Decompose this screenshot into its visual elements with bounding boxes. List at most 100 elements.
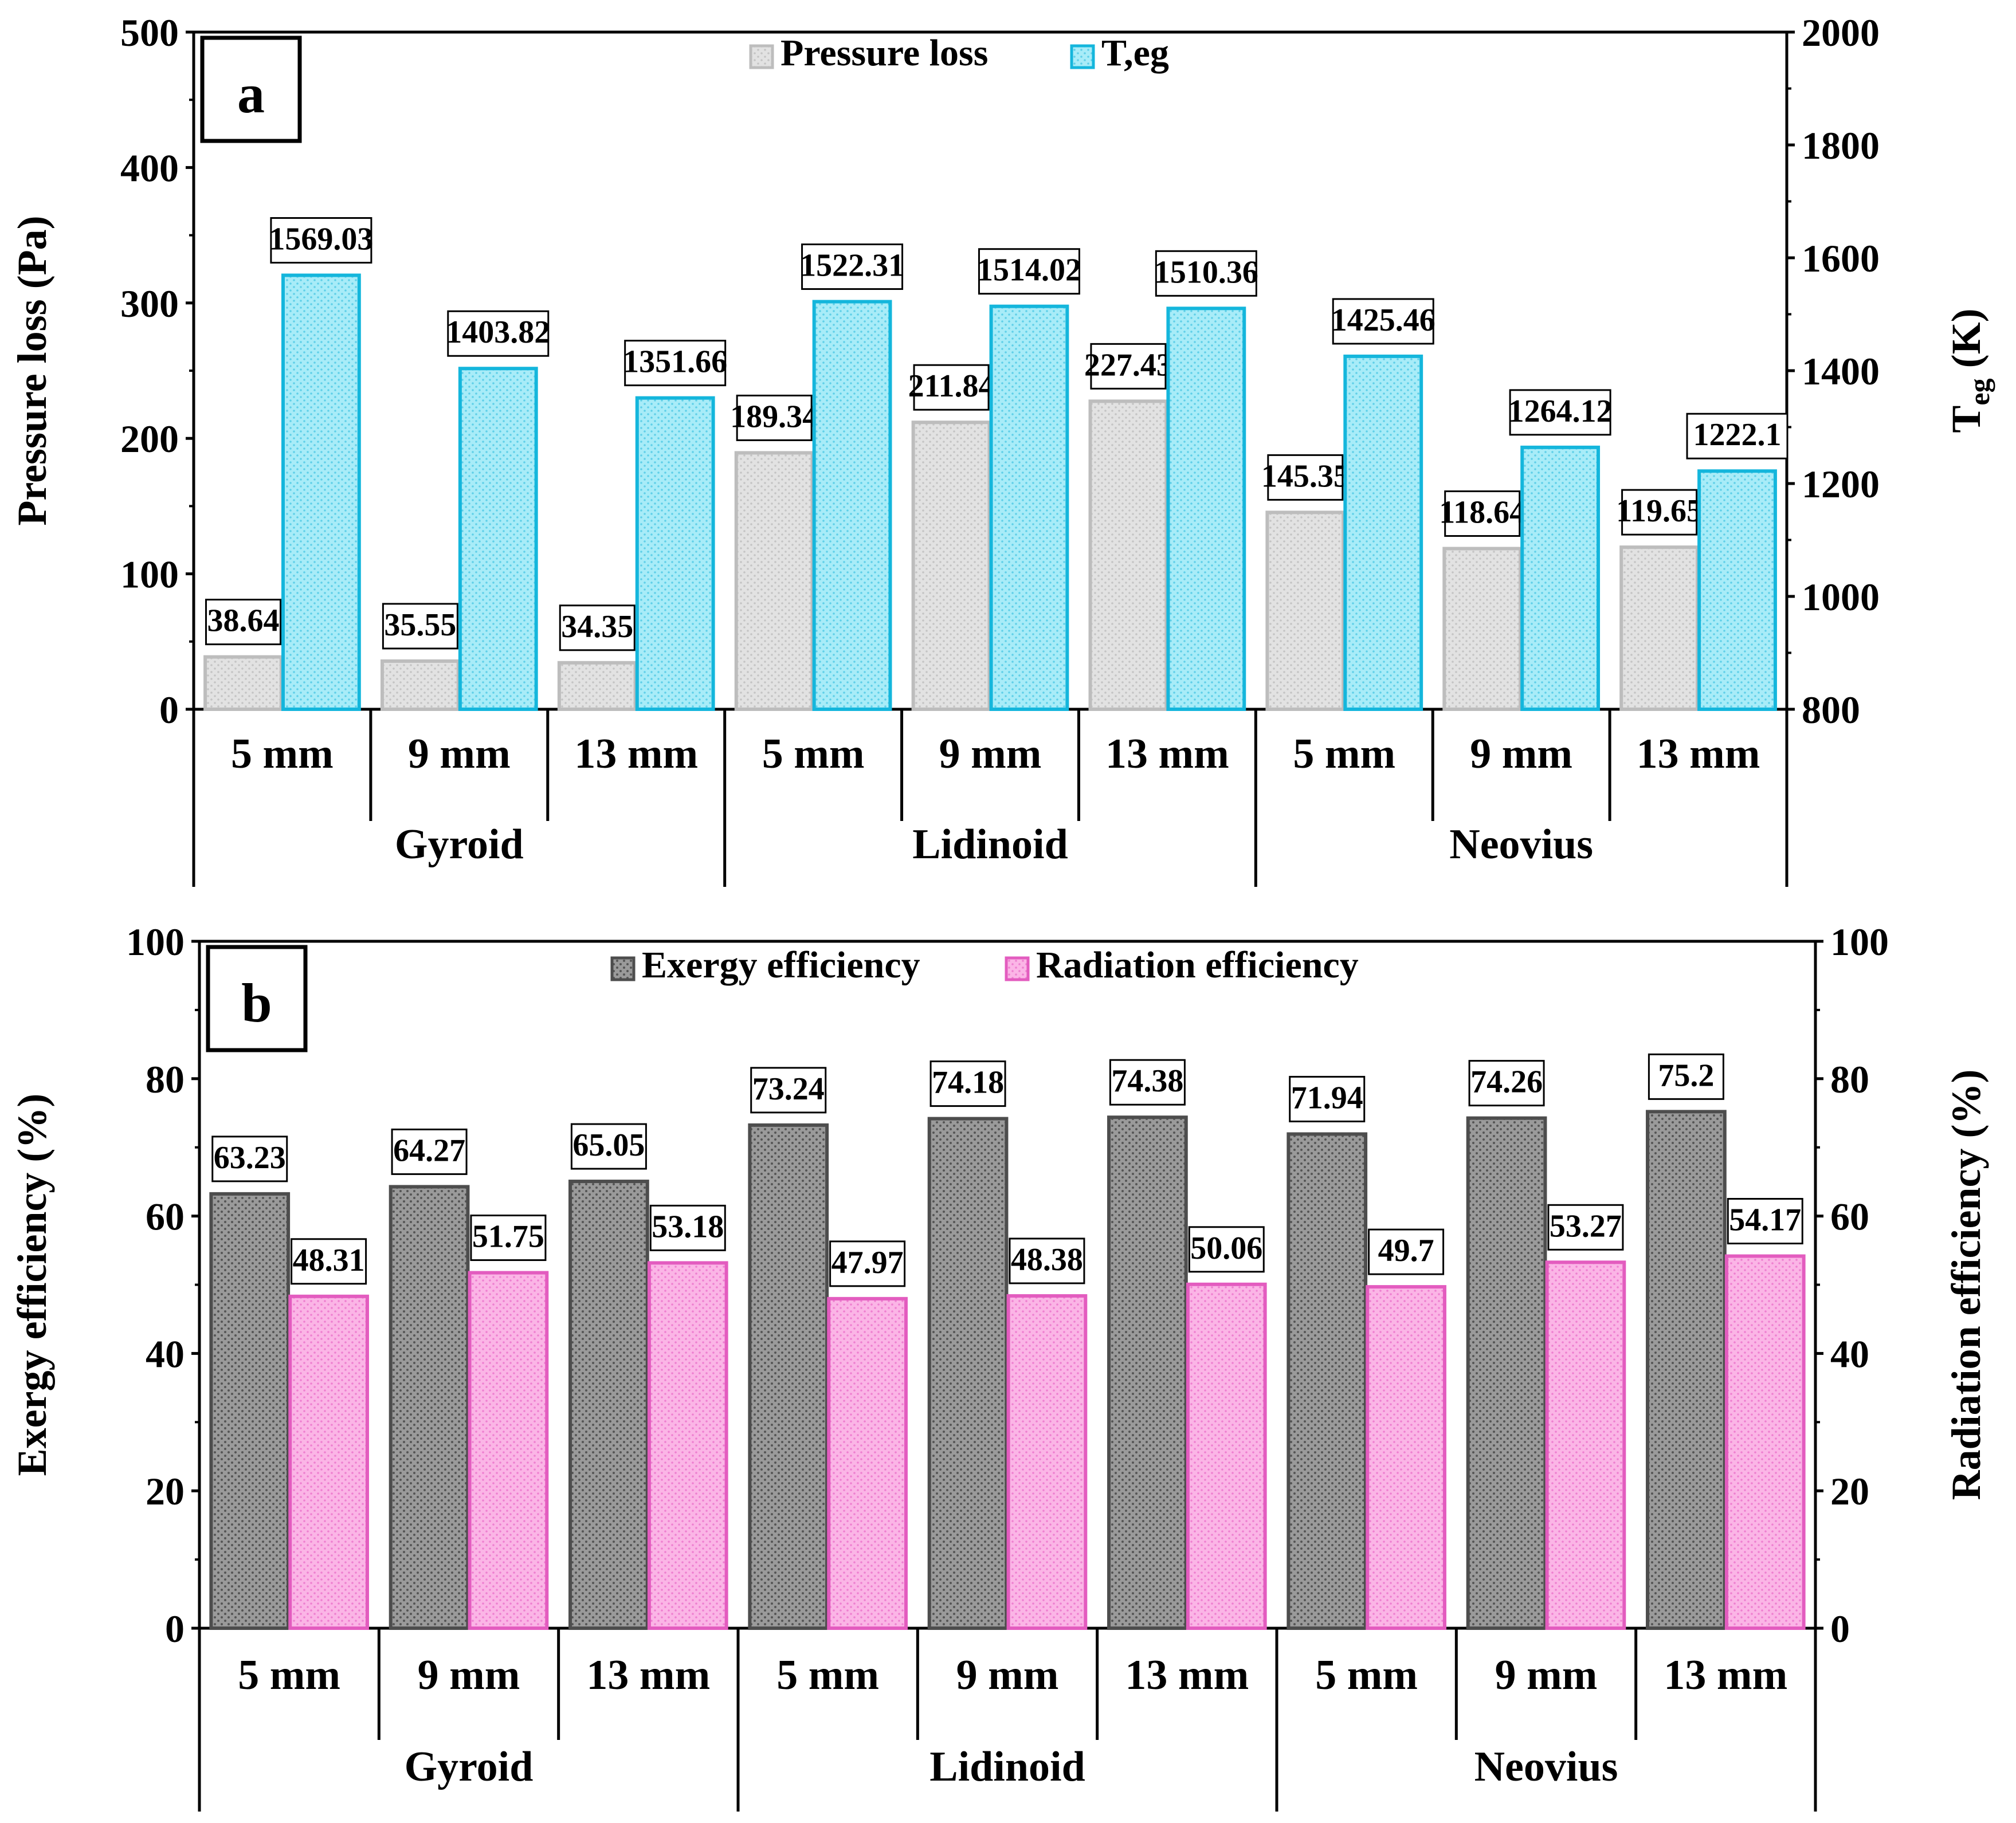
bar-exergy-efficiency: [209, 1192, 291, 1630]
data-label-box: [1444, 490, 1521, 537]
left-axis-title: Exergy efficiency (%): [9, 1094, 55, 1476]
data-label-box: [470, 1215, 547, 1262]
data-label-box: [1009, 1237, 1085, 1284]
category-label: 9 mm: [408, 730, 511, 777]
data-label-box: [1648, 1053, 1724, 1100]
data-label: 1425.46: [1331, 302, 1435, 338]
legend-label: T,eg: [1101, 32, 1169, 74]
data-label: 48.38: [1011, 1242, 1083, 1278]
data-label: 71.94: [1291, 1080, 1363, 1115]
bar-pressure-loss: [557, 661, 637, 712]
bar-pressure-loss: [380, 659, 460, 712]
data-label: 1351.66: [623, 344, 727, 380]
data-label: 48.31: [293, 1243, 365, 1278]
category-label: 5 mm: [238, 1652, 340, 1699]
category-label: 13 mm: [1637, 730, 1760, 777]
bar-t-eg: [1166, 307, 1246, 711]
bar-exergy-efficiency: [1287, 1132, 1368, 1631]
data-label-box: [1509, 389, 1611, 436]
right-axis-title: Teg (K): [1943, 308, 1995, 433]
data-label: 119.65: [1616, 493, 1703, 529]
right-tick-label: 1000: [1802, 575, 1880, 619]
data-label-box: [1727, 1198, 1803, 1245]
data-label-box: [649, 1204, 726, 1251]
data-label-box: [929, 1060, 1006, 1107]
data-label: 47.97: [831, 1245, 904, 1280]
data-label-box: [559, 604, 636, 651]
legend-swatch: [610, 956, 636, 981]
data-label-box: [1621, 489, 1698, 536]
left-tick-label: 20: [146, 1470, 185, 1513]
panel-a-chart: 0 100 200 300 400 500 800 1000 1200 1400 1600 1800 2…: [9, 11, 1995, 887]
panel-label: a: [237, 63, 265, 124]
data-label: 1522.31: [800, 248, 904, 284]
bar-exergy-efficiency: [1466, 1116, 1547, 1630]
data-label-box: [1090, 343, 1167, 390]
data-label-box: [270, 217, 372, 264]
group-label: Neovius: [1474, 1743, 1618, 1790]
data-label: 54.17: [1729, 1203, 1801, 1238]
category-label: 9 mm: [1495, 1652, 1598, 1699]
bar-pressure-loss: [1088, 399, 1168, 711]
data-label-box: [1368, 1228, 1445, 1275]
data-label-box: [1547, 1204, 1624, 1251]
data-label: 74.26: [1470, 1064, 1543, 1100]
data-label: 49.7: [1378, 1233, 1434, 1268]
data-label: 64.27: [393, 1133, 465, 1168]
data-label: 65.05: [572, 1127, 645, 1163]
bar-radiation-efficiency: [288, 1294, 369, 1631]
legend-label: Exergy efficiency: [642, 944, 920, 986]
legend-swatch: [749, 44, 774, 69]
left-axis-title: Pressure loss (Pa): [9, 215, 55, 525]
data-label: 38.64: [207, 603, 279, 639]
right-tick-label: 0: [1830, 1607, 1850, 1651]
right-tick-label: 1200: [1802, 462, 1880, 506]
category-label: 13 mm: [586, 1652, 710, 1699]
bar-t-eg: [458, 367, 538, 711]
bar-radiation-efficiency: [827, 1296, 908, 1630]
data-label: 189.34: [730, 399, 818, 434]
legend-swatch: [1070, 44, 1095, 69]
group-label: Lidinoid: [929, 1743, 1085, 1790]
bar-pressure-loss: [1619, 545, 1700, 711]
bar-t-eg: [1697, 469, 1777, 711]
bar-radiation-efficiency: [1366, 1285, 1446, 1630]
bar-pressure-loss: [203, 655, 283, 711]
group-label: Lidinoid: [912, 821, 1068, 868]
data-label: 51.75: [472, 1219, 544, 1255]
legend-label: Pressure loss: [780, 32, 988, 74]
data-label: 1264.12: [1508, 394, 1613, 429]
bar-t-eg: [635, 396, 715, 711]
category-label: 9 mm: [939, 730, 1042, 777]
category-label: 5 mm: [762, 730, 865, 777]
data-label: 1569.03: [269, 222, 373, 257]
data-label-box: [801, 243, 904, 290]
data-label: 1514.02: [977, 253, 1081, 288]
data-label: 34.35: [561, 609, 633, 645]
bar-radiation-efficiency: [1186, 1282, 1267, 1630]
category-label: 9 mm: [1470, 730, 1572, 777]
data-label-box: [1686, 412, 1788, 459]
right-tick-label: 100: [1830, 920, 1889, 964]
bar-exergy-efficiency: [568, 1180, 649, 1631]
panel-b-chart: 0 20 40 60 80 100 0 20 40 60 80 100 Exergy efficienc…: [9, 920, 1989, 1812]
left-tick-label: 400: [120, 146, 179, 190]
category-label: 13 mm: [574, 730, 698, 777]
data-label-box: [913, 364, 990, 411]
data-label: 75.2: [1658, 1058, 1714, 1093]
data-label-box: [205, 599, 281, 646]
bar-t-eg: [812, 300, 892, 711]
data-label-box: [570, 1123, 647, 1170]
data-label-box: [291, 1238, 367, 1285]
category-label: 5 mm: [231, 730, 334, 777]
data-label-box: [1109, 1059, 1186, 1106]
left-tick-label: 100: [120, 553, 179, 596]
bar-radiation-efficiency: [468, 1271, 549, 1631]
right-tick-label: 60: [1830, 1195, 1869, 1239]
bar-t-eg: [1520, 445, 1601, 711]
bar-t-eg: [1343, 354, 1423, 711]
data-label: 50.06: [1190, 1231, 1262, 1266]
left-tick-label: 200: [120, 417, 179, 461]
data-label: 35.55: [384, 607, 456, 643]
data-label-box: [382, 603, 458, 650]
